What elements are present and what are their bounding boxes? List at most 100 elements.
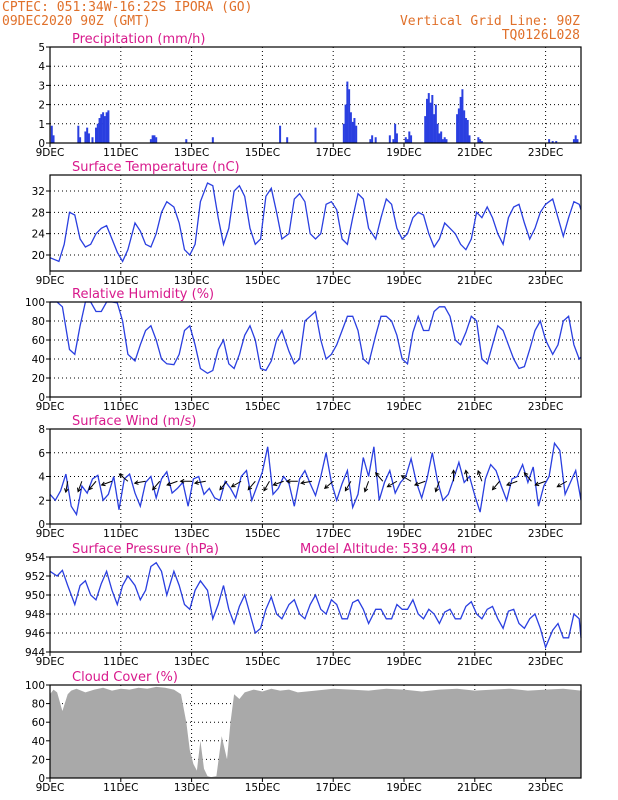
precip-bar-43: [408, 131, 411, 143]
precip-bar-45: [424, 116, 427, 143]
precip-xtick-label-4: 17DEC: [315, 147, 350, 159]
precip-bar-50: [433, 114, 436, 143]
temp-xtick-label-0: 9DEC: [36, 275, 65, 287]
wind-arrow-19: [363, 481, 370, 493]
precip-ytick-label-4: 4: [38, 61, 45, 73]
temp-xtick-label-2: 13DEC: [174, 275, 209, 287]
precip-bar-70: [551, 141, 554, 143]
wind-arrow-23: [413, 480, 426, 487]
wind-arrow-26: [464, 469, 469, 482]
precip-bar-11: [98, 118, 101, 143]
pres-frame: [49, 556, 582, 653]
temp-ytick-label-0: 20: [32, 250, 45, 262]
rh-ytick-label-4: 80: [32, 316, 45, 328]
cloud-ytick-label-5: 100: [25, 680, 45, 692]
wind-arrow-8: [179, 478, 192, 484]
wind-xtick-label-0: 9DEC: [36, 528, 65, 540]
cloud-xtick-label-6: 21DEC: [457, 782, 492, 794]
precip-bar-55: [441, 139, 444, 143]
rh-xtick-label-5: 19DEC: [386, 401, 421, 413]
precip-bar-24: [286, 137, 289, 143]
precip-bar-59: [457, 108, 460, 143]
precip-bar-6: [86, 127, 89, 143]
precip-bar-33: [355, 125, 358, 143]
wind-arrow-13: [263, 480, 270, 492]
precip-bar-35: [371, 135, 374, 143]
temp-ytick-label-1: 24: [32, 229, 46, 241]
wind-arrow-10: [219, 480, 228, 491]
precip-bar-74: [576, 139, 579, 143]
wind-title: Surface Wind (m/s): [72, 414, 196, 429]
wind-xtick-label-7: 23DEC: [528, 528, 563, 540]
precip-ytick-label-3: 3: [38, 80, 45, 92]
cloud-xtick-label-4: 17DEC: [315, 782, 350, 794]
temp-xtick-label-6: 21DEC: [457, 275, 492, 287]
temp-xtick-label-1: 11DEC: [103, 275, 138, 287]
precip-bar-52: [436, 123, 439, 143]
precip-bar-71: [555, 141, 558, 143]
header-grid-line: Vertical Grid Line: 90Z: [399, 14, 580, 29]
precip-bar-41: [404, 137, 407, 143]
wind-arrow-18: [344, 480, 352, 492]
wind-arrow-14: [272, 480, 284, 487]
precip-bar-42: [406, 139, 409, 143]
cloud-title: Cloud Cover (%): [72, 670, 178, 685]
wind-ytick-label-1: 2: [38, 495, 45, 507]
wind-xtick-label-6: 21DEC: [457, 528, 492, 540]
wind-arrow-11: [230, 480, 242, 488]
precip-bar-31: [351, 121, 354, 143]
precip-bar-12: [100, 114, 103, 143]
temp-xtick-label-5: 19DEC: [386, 275, 421, 287]
wind-arrow-4: [118, 473, 129, 482]
wind-arrow-7: [166, 480, 178, 487]
header-run-date: 09DEC2020 90Z (GMT): [2, 14, 151, 29]
precip-bar-7: [87, 133, 90, 143]
precip-bar-73: [574, 135, 577, 143]
cloud-xtick-label-0: 9DEC: [36, 782, 65, 794]
precip-xtick-label-1: 11DEC: [103, 147, 138, 159]
precip-bar-39: [394, 123, 397, 143]
precip-xtick-label-5: 19DEC: [386, 147, 421, 159]
rh-ytick-label-5: 100: [25, 297, 45, 309]
cloud-xtick-label-2: 13DEC: [174, 782, 209, 794]
wind-arrow-30: [523, 472, 532, 482]
precip-bar-19: [153, 135, 156, 143]
cloud-xtick-label-3: 15DEC: [245, 782, 280, 794]
precip-bar-65: [468, 135, 471, 143]
pres-xtick-label-1: 11DEC: [103, 656, 138, 668]
precip-bar-37: [388, 135, 391, 143]
precip-bar-16: [107, 110, 110, 143]
precip-bar-48: [429, 102, 432, 143]
wind-ytick-label-3: 6: [38, 448, 45, 460]
precip-bar-10: [96, 123, 99, 143]
precip-xtick-label-2: 13DEC: [174, 147, 209, 159]
wind-arrow-25: [451, 469, 456, 482]
precip-bar-34: [369, 139, 372, 143]
temp-ytick-label-3: 32: [32, 186, 45, 198]
precip-bar-4: [79, 137, 82, 143]
temp-title: Surface Temperature (nC): [72, 160, 240, 175]
precip-ytick-label-2: 2: [38, 100, 45, 112]
wind-arrow-31: [534, 480, 546, 487]
pres-series-line: [49, 561, 582, 650]
precip-bar-38: [392, 139, 395, 143]
precip-bar-64: [466, 119, 469, 143]
rh-xtick-label-4: 17DEC: [315, 401, 350, 413]
pres-xtick-label-6: 21DEC: [457, 656, 492, 668]
rh-xtick-label-6: 21DEC: [457, 401, 492, 413]
wind-arrow-6: [151, 480, 161, 491]
rh-xtick-label-3: 15DEC: [245, 401, 280, 413]
wind-arrow-17: [323, 480, 334, 489]
precip-bar-72: [572, 139, 575, 143]
precip-title: Precipitation (mm/h): [72, 32, 205, 47]
precip-bar-28: [346, 81, 349, 143]
precip-bar-49: [431, 95, 434, 143]
temp-xtick-label-7: 23DEC: [528, 275, 563, 287]
pres-xtick-label-7: 23DEC: [528, 656, 563, 668]
precip-bar-32: [353, 118, 356, 143]
precip-bar-20: [155, 137, 158, 143]
precip-bar-8: [91, 137, 94, 143]
wind-xtick-label-5: 19DEC: [386, 528, 421, 540]
cloud-area: [50, 686, 581, 778]
